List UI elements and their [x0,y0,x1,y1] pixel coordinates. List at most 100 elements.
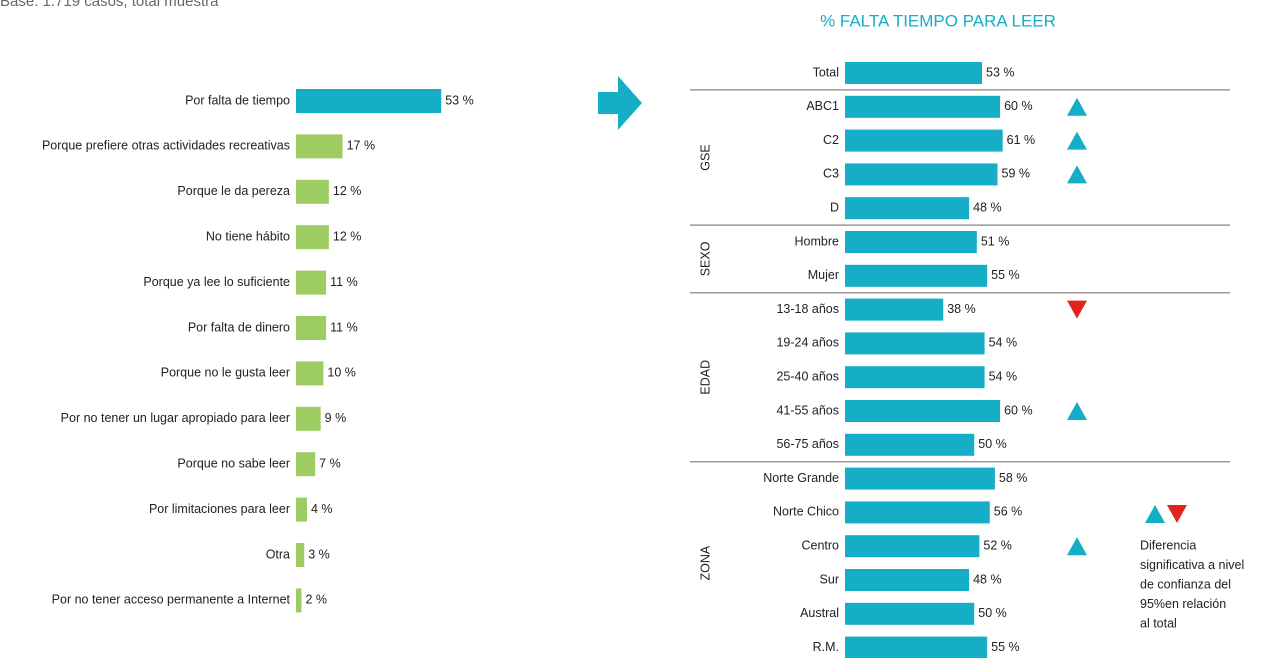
category-label: D [830,200,839,214]
bar [845,433,975,456]
category-label: Por limitaciones para leer [149,502,290,516]
value-label: 58 % [999,471,1027,485]
category-label: Porque no sabe leer [177,456,290,470]
category-label: 41-55 años [776,403,839,417]
significance-marker [1067,402,1087,420]
category-label: No tiene hábito [206,229,290,243]
bar [845,602,975,625]
bar [296,316,327,340]
chart-title: % FALTA TIEMPO PARA LEER [820,11,1056,30]
group-label: GSE [698,144,712,170]
category-label: Mujer [808,268,839,282]
category-label: 19-24 años [776,336,839,350]
value-label: 11 % [330,275,358,289]
value-label: 9 % [325,411,347,425]
bar [296,361,324,386]
bar [296,543,305,567]
bar [845,197,970,220]
value-label: 53 % [986,65,1015,79]
category-label: Porque no le gusta leer [161,366,290,380]
legend-text: 95%en relación [1140,597,1226,611]
value-label: 61 % [1007,133,1036,147]
category-label: Porque ya lee lo suficiente [143,275,290,289]
legend-text: al total [1140,616,1177,630]
value-label: 12 % [333,229,362,243]
bar [296,134,343,159]
bar [296,497,307,522]
category-label: Total [813,65,839,79]
value-label: 7 % [319,456,341,470]
category-label: Austral [800,606,839,620]
legend-text: significativa a nivel [1140,558,1244,572]
category-label: Norte Chico [773,505,839,519]
value-label: 55 % [991,268,1020,282]
note: Base: 1.719 casos, total muestra [0,0,219,10]
category-label: R.M. [813,640,839,654]
bar [296,588,302,613]
value-label: 12 % [333,184,362,198]
category-label: Hombre [795,234,840,248]
value-label: 56 % [994,505,1023,519]
value-label: 50 % [978,606,1007,620]
bar [845,366,985,389]
category-label: Centro [801,538,839,552]
category-label: 13-18 años [776,302,839,316]
category-label: Por falta de tiempo [185,93,290,107]
bar [845,129,1003,152]
value-label: 54 % [989,336,1018,350]
legend-text: Diferencia [1140,538,1196,552]
arrow [598,76,642,130]
significance-marker [1067,165,1087,184]
bar [845,569,970,591]
value-label: 17 % [347,139,376,153]
significance-marker [1067,300,1087,319]
legend-text: de confianza del [1140,577,1231,591]
bar [296,89,442,113]
bar [845,535,980,558]
category-label: Porque le da pereza [177,184,290,198]
category-label: ABC1 [806,99,839,113]
value-label: 60 % [1004,99,1033,113]
value-label: 4 % [311,502,333,516]
bar [845,467,995,490]
value-label: 38 % [947,302,976,316]
value-label: 2 % [305,593,327,607]
category-label: 56-75 años [776,437,839,451]
legend-marker [1145,505,1165,523]
category-label: 25-40 años [776,369,839,383]
value-label: 48 % [973,572,1002,586]
bar [845,62,983,84]
value-label: 51 % [981,234,1010,248]
bar [296,406,321,431]
bar [296,225,329,250]
value-label: 54 % [989,369,1018,383]
bar [296,452,316,477]
bar [845,501,990,524]
value-label: 52 % [983,538,1012,552]
bar [845,298,944,321]
group-label: ZONA [698,545,712,580]
value-label: 60 % [1004,403,1033,417]
value-label: 11 % [330,320,358,334]
bar [845,163,998,186]
bar [845,95,1001,118]
value-label: 53 % [445,93,474,107]
bar [845,332,985,355]
value-label: 55 % [991,640,1020,654]
value-label: 10 % [327,366,356,380]
significance-marker [1067,97,1087,116]
significance-marker [1067,131,1087,150]
bar [296,270,327,295]
category-label: C3 [823,167,839,181]
legend-marker [1167,505,1187,523]
category-label: Por no tener un lugar apropiado para lee… [61,411,290,425]
category-label: C2 [823,133,839,147]
bar [845,636,988,658]
category-label: Por no tener acceso permanente a Interne… [52,593,291,607]
value-label: 50 % [978,437,1007,451]
category-label: Norte Grande [763,471,839,485]
value-label: 3 % [308,547,330,561]
value-label: 59 % [1002,167,1031,181]
bar [845,400,1001,422]
